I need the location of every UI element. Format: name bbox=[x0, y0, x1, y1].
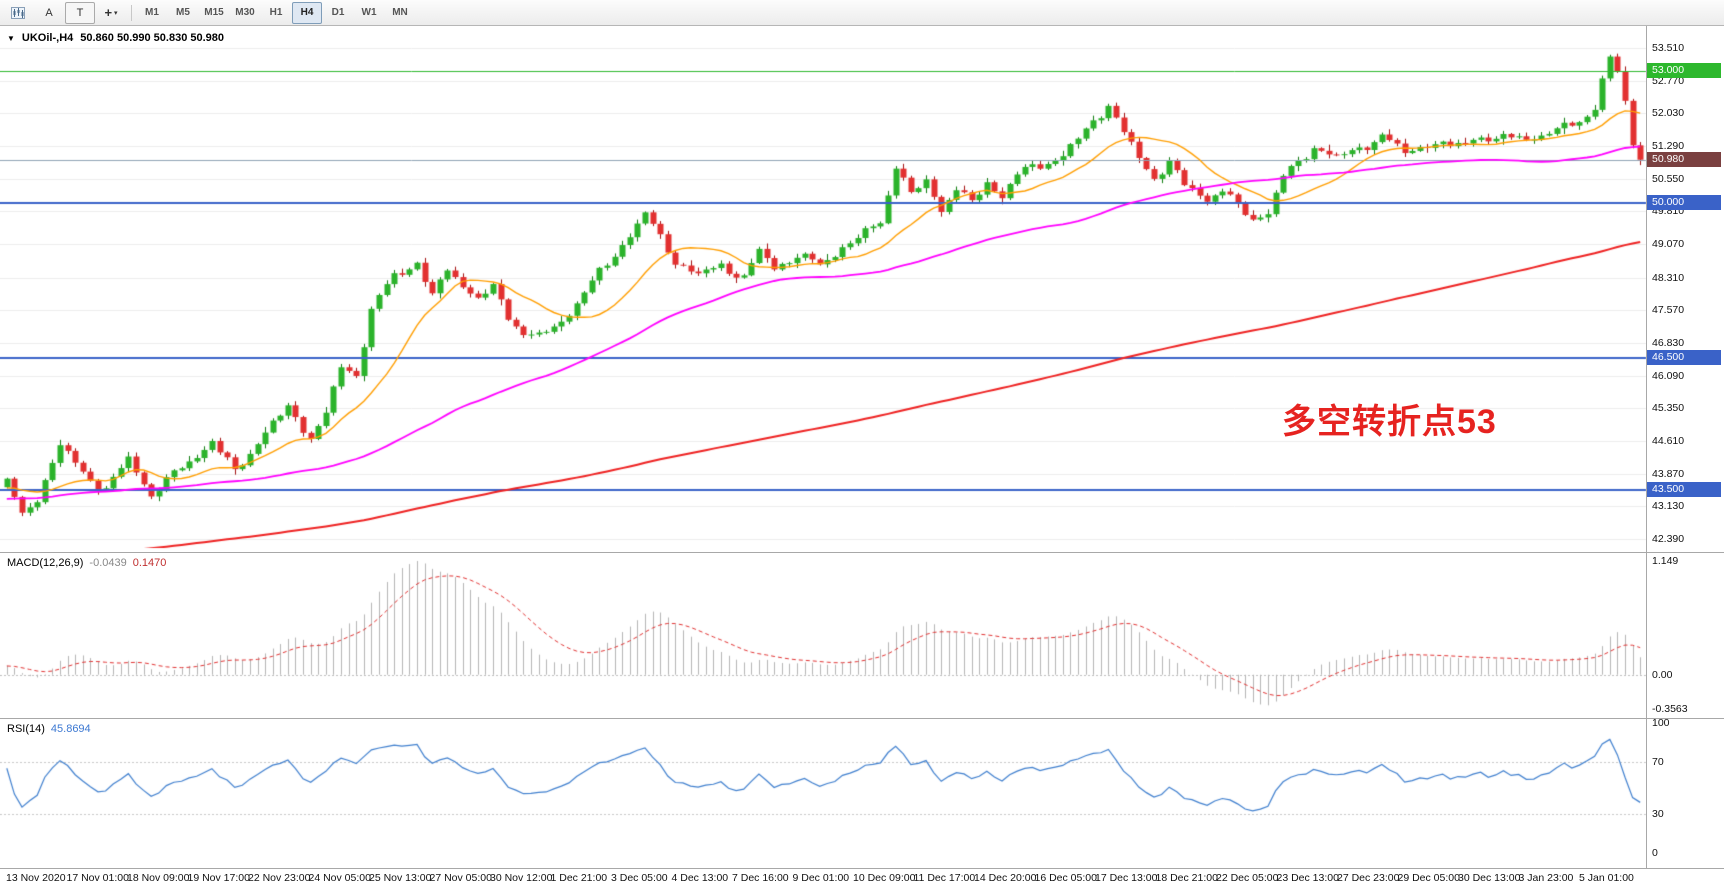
price-tick-label: 50.550 bbox=[1652, 173, 1685, 185]
panel-resize-handle[interactable] bbox=[0, 552, 1724, 553]
rsi-axis-label: 100 bbox=[1652, 717, 1670, 729]
time-label: 23 Dec 13:00 bbox=[1276, 872, 1339, 884]
macd-name: MACD(12,26,9) bbox=[7, 557, 84, 569]
support-46-5-badge: 46.500 bbox=[1647, 350, 1721, 365]
time-label: 18 Nov 09:00 bbox=[127, 872, 190, 884]
price-tick-label: 43.870 bbox=[1652, 468, 1685, 480]
timeframe-button-w1[interactable]: W1 bbox=[361, 7, 377, 18]
rsi-axis-label: 0 bbox=[1652, 847, 1658, 859]
crosshair-tool-button[interactable]: + ▾ bbox=[96, 2, 126, 24]
chart-annotation-text: 多空转折点53 bbox=[1282, 403, 1497, 441]
time-label: 30 Nov 12:00 bbox=[490, 872, 553, 884]
time-label: 3 Jan 23:00 bbox=[1518, 872, 1574, 884]
timeframe-group: M1 M5 M15 M30 H1 H4 D1 W1 MN bbox=[137, 1, 415, 24]
price-tick-label: 49.070 bbox=[1652, 238, 1685, 250]
price-tick-label: 52.030 bbox=[1652, 107, 1685, 119]
toolbar-separator bbox=[131, 4, 132, 21]
symbol-dropdown-icon[interactable]: ▼ bbox=[7, 33, 15, 43]
macd-main-value: -0.0439 bbox=[89, 557, 127, 569]
time-label: 25 Nov 13:00 bbox=[369, 872, 432, 884]
rsi-axis-label: 30 bbox=[1652, 808, 1664, 820]
time-label: 7 Dec 16:00 bbox=[732, 872, 789, 884]
toolbar: A T + ▾ M1 M5 M15 M30 H1 H4 D1 W1 MN bbox=[0, 0, 1724, 26]
price-tick-label: 52.770 bbox=[1652, 75, 1685, 87]
time-label: 27 Dec 23:00 bbox=[1337, 872, 1400, 884]
time-label: 10 Dec 09:00 bbox=[853, 872, 916, 884]
timeframe-button-h1[interactable]: H1 bbox=[269, 7, 283, 18]
rsi-value: 45.8694 bbox=[50, 723, 91, 735]
time-label: 11 Dec 17:00 bbox=[913, 872, 976, 884]
timeframe-button-m15[interactable]: M15 bbox=[204, 7, 224, 18]
price-tick-label: 47.570 bbox=[1652, 304, 1685, 316]
time-label: 3 Dec 05:00 bbox=[611, 872, 668, 884]
price-axis-border bbox=[1646, 26, 1647, 868]
price-tick-label: 51.290 bbox=[1652, 140, 1685, 152]
time-label: 29 Dec 05:00 bbox=[1397, 872, 1460, 884]
macd-label: MACD(12,26,9) -0.0439 0.1470 bbox=[7, 557, 166, 569]
time-label: 16 Dec 05:00 bbox=[1034, 872, 1097, 884]
timeframe-button-mn[interactable]: MN bbox=[392, 7, 408, 18]
time-label: 27 Nov 05:00 bbox=[429, 872, 492, 884]
time-label: 4 Dec 13:00 bbox=[671, 872, 729, 884]
time-label: 19 Nov 17:00 bbox=[187, 872, 250, 884]
price-tick-label: 43.130 bbox=[1652, 500, 1685, 512]
chart-bars-icon[interactable] bbox=[3, 2, 33, 24]
price-tick-label: 48.310 bbox=[1652, 272, 1685, 284]
price-tick-label: 42.390 bbox=[1652, 533, 1685, 545]
price-tick-label: 46.090 bbox=[1652, 370, 1685, 382]
ohlc-values: 50.860 50.990 50.830 50.980 bbox=[80, 32, 225, 44]
cursor-mode-button[interactable]: A bbox=[45, 6, 53, 19]
macd-axis-label: 0.00 bbox=[1652, 669, 1673, 681]
time-label: 13 Nov 2020 bbox=[6, 872, 66, 884]
current-price-badge: 50.980 bbox=[1647, 152, 1721, 167]
time-label: 1 Dec 21:00 bbox=[550, 872, 608, 884]
panel-resize-handle[interactable] bbox=[0, 868, 1724, 869]
timeframe-button-m1[interactable]: M1 bbox=[145, 7, 159, 18]
chart-header: ▼ UKOil-,H4 50.860 50.990 50.830 50.980 bbox=[7, 32, 224, 44]
text-tool-button[interactable]: T bbox=[65, 1, 95, 24]
candlestick-chart-icon bbox=[11, 6, 25, 19]
macd-axis-label: 1.149 bbox=[1652, 555, 1679, 567]
rsi-name: RSI(14) bbox=[7, 723, 45, 735]
time-label: 9 Dec 01:00 bbox=[792, 872, 850, 884]
timeframe-button-d1[interactable]: D1 bbox=[331, 7, 345, 18]
resistance-53-badge: 53.000 bbox=[1647, 63, 1721, 78]
time-label: 14 Dec 20:00 bbox=[974, 872, 1037, 884]
time-label: 17 Nov 01:00 bbox=[66, 872, 129, 884]
macd-axis-label: -0.3563 bbox=[1652, 703, 1688, 715]
support-43-5-badge: 43.500 bbox=[1647, 482, 1721, 497]
price-tick-label: 45.350 bbox=[1652, 402, 1685, 414]
panel-resize-handle[interactable] bbox=[0, 718, 1724, 719]
price-tick-label: 46.830 bbox=[1652, 337, 1685, 349]
rsi-label: RSI(14) 45.8694 bbox=[7, 723, 91, 735]
timeframe-button-m30[interactable]: M30 bbox=[235, 7, 255, 18]
time-label: 24 Nov 05:00 bbox=[308, 872, 371, 884]
time-label: 18 Dec 21:00 bbox=[1155, 872, 1218, 884]
time-label: 5 Jan 01:00 bbox=[1579, 872, 1634, 884]
price-tick-label: 44.610 bbox=[1652, 435, 1685, 447]
price-tick-label: 53.510 bbox=[1652, 42, 1685, 54]
timeframe-button-m5[interactable]: M5 bbox=[176, 7, 190, 18]
support-50-badge: 50.000 bbox=[1647, 195, 1721, 210]
time-label: 22 Dec 05:00 bbox=[1216, 872, 1279, 884]
macd-signal-value: 0.1470 bbox=[132, 557, 167, 569]
caret-down-icon: ▾ bbox=[114, 9, 118, 17]
rsi-axis-label: 70 bbox=[1652, 756, 1664, 768]
symbol-label: UKOil-,H4 bbox=[21, 32, 74, 44]
timeframe-button-h4[interactable]: H4 bbox=[292, 1, 322, 24]
time-label: 22 Nov 23:00 bbox=[248, 872, 311, 884]
time-label: 30 Dec 13:00 bbox=[1458, 872, 1521, 884]
crosshair-icon: + bbox=[104, 5, 113, 20]
time-label: 17 Dec 13:00 bbox=[1095, 872, 1158, 884]
